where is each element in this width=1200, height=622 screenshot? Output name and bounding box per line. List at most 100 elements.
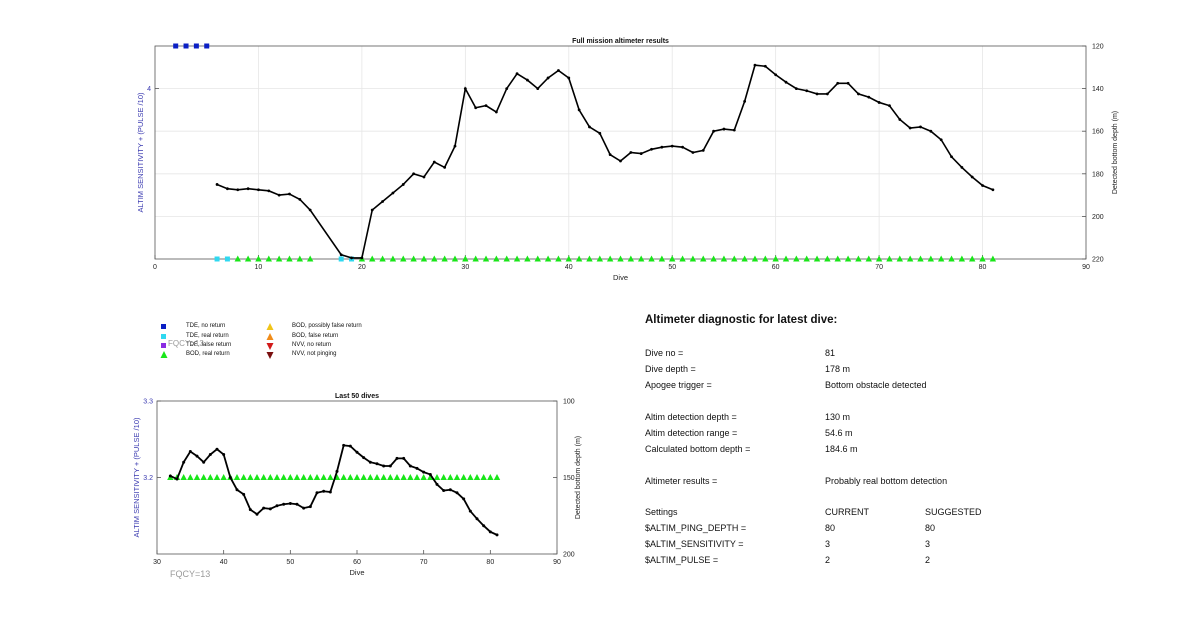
depth-point [482, 524, 486, 528]
x-tick-label: 50 [668, 264, 676, 271]
diagnostic-row: Apogee trigger = Bottom obstacle detected [645, 380, 1145, 392]
y-right-axis-label: Detected bottom depth (m) [1112, 111, 1119, 194]
triangle-marker [244, 255, 252, 262]
triangle-marker [280, 474, 287, 480]
x-axis-label: Dive [613, 273, 628, 282]
depth-point [495, 533, 499, 537]
depth-point [288, 502, 292, 506]
y-right-tick-label: 150 [563, 475, 575, 482]
x-tick-label: 80 [486, 559, 494, 566]
y-left-tick-label: 3.2 [143, 475, 153, 482]
y-right-tick-label: 200 [563, 552, 575, 559]
legend-label: TDE, false return [186, 342, 232, 348]
depth-point [455, 491, 459, 495]
settings-row: $ALTIM_SENSITIVITY = 3 3 [645, 539, 1145, 551]
x-tick-label: 40 [220, 559, 228, 566]
triangle-marker [751, 255, 759, 262]
y-left-tick-label: 4 [147, 86, 151, 93]
depth-point [182, 460, 186, 464]
triangle-down-marker-icon [266, 351, 274, 359]
settings-header-row: Settings CURRENT SUGGESTED [645, 507, 1145, 519]
triangle-marker [260, 474, 267, 480]
triangle-marker [333, 474, 341, 480]
triangle-marker [233, 474, 241, 480]
triangle-marker [253, 474, 261, 480]
triangle-marker [313, 474, 321, 480]
depth-point [753, 63, 757, 67]
triangle-marker [353, 474, 361, 480]
depth-point [825, 92, 829, 96]
diagnostic-row: Dive no = 81 [645, 348, 1145, 360]
triangle-marker [427, 474, 434, 480]
triangle-marker [431, 255, 438, 262]
depth-point [391, 191, 395, 195]
depth-point [919, 125, 922, 129]
legend-label: NVV, not pinging [292, 351, 337, 357]
triangle-marker [275, 255, 283, 262]
depth-point [712, 129, 715, 133]
plot-area: 0 10 20 30 40 50 60 70 80 90 120 140 160 180 200 220 4 Fu… [136, 38, 1119, 282]
triangle-marker [247, 474, 254, 480]
legend-label: TDE, no return [186, 323, 226, 329]
triangle-marker [400, 474, 407, 480]
triangle-marker [658, 255, 666, 262]
triangle-marker [451, 255, 459, 262]
depth-point [774, 73, 778, 77]
triangle-marker [373, 474, 381, 480]
triangle-marker [387, 474, 394, 480]
square-marker [338, 256, 344, 262]
diagnostic-label: Altimeter results = [645, 476, 718, 486]
setting-suggested: 2 [925, 555, 931, 565]
triangle-marker [906, 255, 914, 262]
depth-point [815, 92, 819, 96]
depth-point [222, 453, 226, 457]
triangle-marker [689, 255, 697, 262]
triangle-marker [460, 474, 467, 480]
triangle-marker [969, 255, 976, 262]
triangle-marker [220, 474, 227, 480]
triangle-marker [473, 474, 481, 480]
diagnostic-label: Dive depth = [645, 364, 696, 374]
depth-point [412, 172, 416, 176]
depth-point [242, 492, 246, 496]
depth-point [226, 187, 229, 191]
diagnostic-label: Apogee trigger = [645, 380, 712, 390]
triangle-marker [200, 474, 207, 480]
legend-swatch [160, 351, 168, 358]
triangle-marker [700, 255, 707, 262]
depth-point [453, 144, 457, 148]
depth-point [557, 69, 560, 72]
legend-swatch [161, 334, 166, 339]
depth-point [322, 489, 326, 493]
settings-current-header: CURRENT [825, 507, 869, 517]
triangle-marker [227, 474, 234, 480]
triangle-marker [637, 255, 645, 262]
triangle-marker [586, 255, 593, 262]
depth-point [395, 456, 399, 460]
triangle-marker [948, 255, 955, 262]
triangle-marker [772, 255, 779, 262]
triangle-marker [937, 255, 945, 262]
triangle-marker [575, 255, 583, 262]
y-left-axis-label: ALTIM SENSITIVITY + (PULSE /10) [132, 417, 141, 537]
depth-point [248, 508, 252, 512]
depth-point [267, 189, 271, 193]
x-tick-label: 0 [153, 264, 157, 271]
triangle-marker [855, 255, 862, 262]
depth-point [381, 200, 384, 203]
x-tick-label: 20 [358, 264, 366, 271]
triangle-marker [400, 255, 407, 262]
diagnostic-value: 81 [825, 348, 836, 358]
y-right-tick-label: 100 [563, 399, 575, 406]
depth-point [484, 104, 488, 108]
depth-point [262, 506, 266, 510]
triangle-marker [213, 474, 221, 480]
depth-point [277, 193, 281, 197]
setting-name: $ALTIM_PING_DEPTH = [645, 523, 747, 533]
depth-point [722, 127, 726, 131]
depth-point [991, 188, 995, 192]
triangle-marker [467, 474, 474, 480]
triangle-marker [287, 474, 294, 480]
legend-swatch [266, 343, 274, 350]
square-marker [224, 256, 230, 262]
